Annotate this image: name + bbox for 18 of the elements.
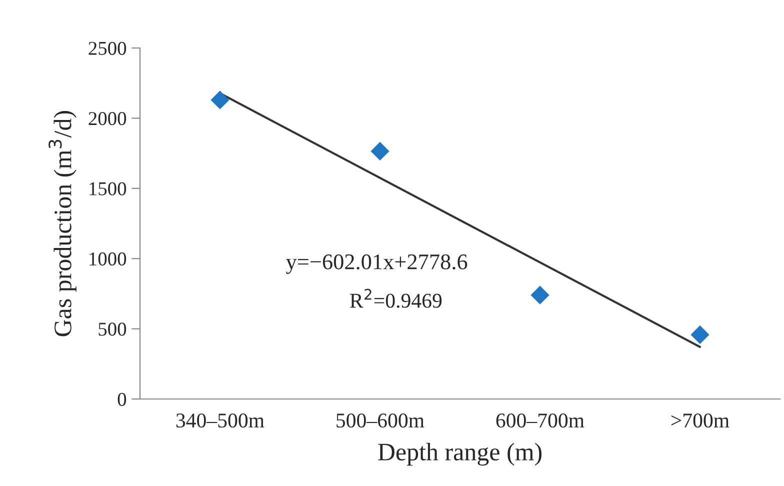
x-tick-label: 340–500m — [176, 413, 264, 428]
y-axis-title: Gas production (m$^{3}$/d) — [48, 111, 76, 336]
x-axis-title: Depth range (m) — [378, 442, 542, 466]
x-tick-label: >700m — [671, 413, 730, 428]
annotation: y=−602.01x+2778.6 — [286, 254, 468, 274]
point — [370, 142, 390, 161]
point — [530, 286, 550, 304]
y-tick-label: 500 — [98, 322, 126, 336]
y-tick-label: 1500 — [90, 182, 126, 196]
point — [210, 90, 230, 110]
point — [690, 325, 710, 344]
y-tick-label: 0 — [118, 392, 126, 406]
y-tick-label: 2500 — [88, 42, 126, 55]
y-tick-label: 2000 — [88, 112, 126, 126]
annotation: R$^{2}$=0.9469 — [350, 288, 442, 308]
y-tick-label: 1000 — [90, 252, 126, 266]
x-tick-label: 600–700m — [496, 413, 584, 428]
x-tick-label: 500–600m — [336, 413, 424, 428]
